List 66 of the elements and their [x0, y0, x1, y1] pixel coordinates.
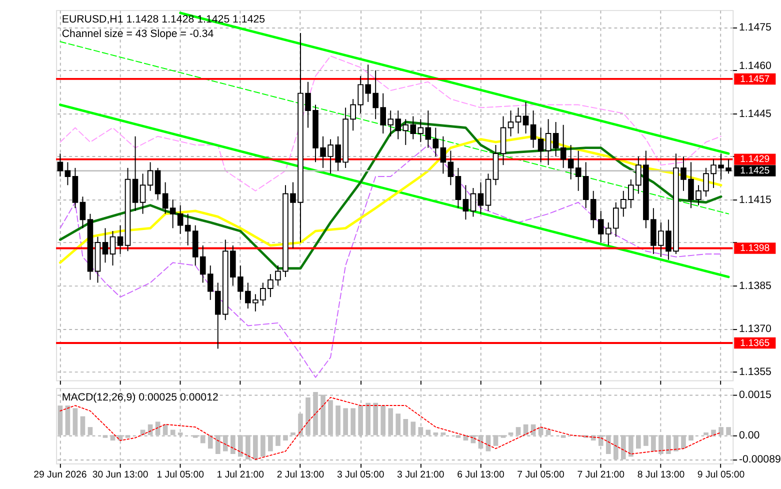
- y-tick-label: 1.1445: [738, 108, 772, 120]
- x-tick-label: 1 Jul 21:00: [216, 469, 264, 480]
- annotation: Channel size = 43 Slope = -0.34: [62, 28, 214, 40]
- line-series: [60, 56, 722, 192]
- bar: [560, 435, 566, 438]
- candlestick: [560, 124, 566, 168]
- ref-line-label: 1.1429: [740, 154, 770, 166]
- candlestick: [448, 150, 454, 186]
- candlestick: [522, 101, 529, 134]
- y-tick-label: 1.1370: [738, 323, 772, 336]
- candlestick: [478, 182, 484, 214]
- candlestick: [432, 127, 439, 157]
- x-tick-label: 29 Jun 2026: [34, 469, 87, 480]
- y-tick-label: 0.0015: [738, 389, 772, 402]
- ref-line-label: 1.1425: [740, 166, 770, 177]
- candlestick: [117, 224, 124, 255]
- bar: [102, 435, 108, 438]
- y-tick-label: 1.1475: [738, 22, 772, 34]
- x-tick-label: 6 Jul 13:00: [457, 469, 504, 480]
- candlestick: [508, 110, 514, 137]
- x-tick-label: 9 Jul 05:00: [697, 469, 745, 480]
- candlestick: [80, 196, 86, 229]
- candlestick: [552, 122, 559, 157]
- candlestick: [57, 153, 64, 178]
- candlestick: [440, 136, 446, 174]
- candlestick: [470, 188, 476, 218]
- candlestick: [147, 162, 154, 192]
- y-tick-label: 1.1460: [738, 60, 772, 72]
- x-tick-label: 7 Jul 21:00: [577, 469, 625, 480]
- y-tick-label: 1.1415: [738, 194, 772, 206]
- candlestick: [568, 144, 574, 180]
- candlestick: [575, 150, 582, 192]
- x-tick-label: 30 Jun 13:00: [92, 469, 148, 480]
- y-tick-label: 1.1385: [738, 280, 772, 292]
- candlestick: [515, 107, 522, 134]
- y-tick-label: -0.00089: [738, 453, 781, 466]
- x-tick-label: 8 Jul 13:00: [637, 469, 685, 480]
- ref-line-label: 1.1365: [740, 338, 770, 349]
- candlestick: [530, 110, 536, 148]
- x-tick-label: 3 Jul 05:00: [336, 469, 384, 480]
- candlestick: [170, 199, 176, 229]
- bar: [230, 435, 236, 454]
- x-tick-label: 3 Jul 21:00: [397, 469, 444, 480]
- candlestick: [140, 173, 146, 214]
- candlestick: [110, 230, 116, 266]
- ref-line-label: 1.1398: [740, 243, 770, 254]
- x-tick-label: 2 Jul 13:00: [276, 469, 324, 480]
- line-series: [60, 144, 722, 378]
- y-tick-label: 0.00: [738, 430, 760, 442]
- candlestick: [132, 136, 138, 212]
- candlestick: [102, 228, 108, 264]
- bar: [486, 435, 491, 452]
- x-tick-label: 7 Jul 05:00: [517, 469, 564, 480]
- candlestick: [154, 167, 161, 200]
- candlestick: [545, 118, 552, 166]
- x-tick-label: 1 Jul 05:00: [156, 469, 204, 480]
- y-tick-label: 1.1355: [738, 366, 772, 378]
- candlestick: [425, 110, 432, 148]
- candlestick: [162, 182, 168, 214]
- candlestick: [538, 127, 544, 163]
- chart-title: MACD(12,26,9) 0.00025 0.00012: [62, 392, 218, 404]
- candlestick: [177, 204, 184, 234]
- candlestick: [455, 167, 462, 209]
- candlestick: [64, 162, 71, 186]
- ref-line-label: 1.1457: [740, 74, 770, 85]
- candlestick: [462, 184, 469, 220]
